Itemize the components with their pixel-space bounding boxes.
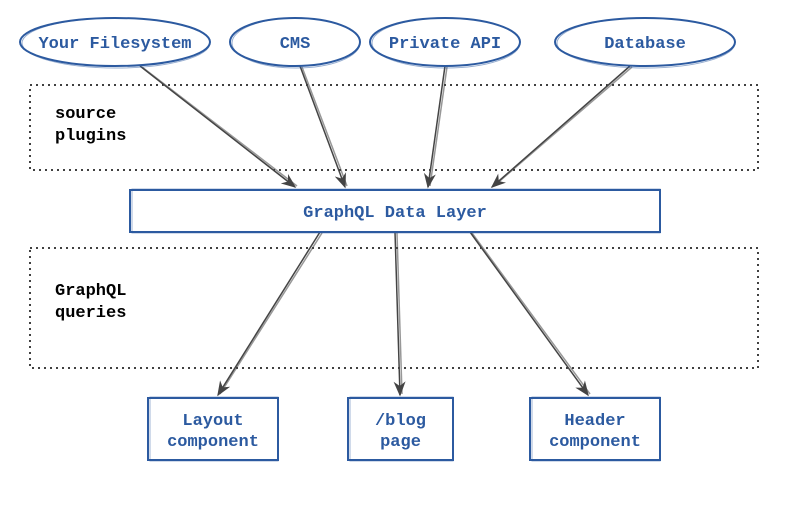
source-plugins-region: source plugins [30, 85, 758, 170]
architecture-diagram: source plugins GraphQL queries Your Filesyst… [0, 0, 786, 505]
source-plugins-label-2: plugins [55, 127, 126, 146]
node-filesystem: Your Filesystem [20, 18, 210, 68]
node-blog-label-2: page [380, 433, 421, 452]
edge-database-data-layer [492, 66, 630, 187]
edge-data-layer-layout [218, 232, 320, 395]
node-filesystem-label: Your Filesystem [38, 35, 191, 54]
node-layout: Layout component [148, 397, 278, 461]
node-blog-label-1: /blog [375, 412, 426, 431]
graphql-queries-label-2: queries [55, 304, 126, 323]
edge-cms-data-layer [300, 66, 345, 187]
source-plugins-label-1: source [55, 105, 116, 124]
node-database: Database [555, 18, 735, 68]
node-layout-label-2: component [167, 433, 259, 452]
graphql-queries-region: GraphQL queries [30, 248, 758, 368]
node-api-label: Private API [389, 35, 501, 54]
edge-data-layer-header [470, 232, 588, 395]
edge-filesystem-data-layer [140, 66, 295, 187]
node-blog: /blog page [348, 397, 453, 461]
node-header: Header component [530, 397, 660, 461]
node-data-layer: GraphQL Data Layer [130, 189, 660, 233]
node-layout-label-1: Layout [182, 412, 243, 431]
node-database-label: Database [604, 35, 686, 54]
graphql-queries-label-1: GraphQL [55, 282, 126, 301]
node-data-layer-label: GraphQL Data Layer [303, 204, 487, 223]
node-header-label-1: Header [564, 412, 625, 431]
node-cms-label: CMS [280, 35, 311, 54]
edge-api-data-layer [428, 66, 445, 187]
node-api: Private API [370, 18, 520, 68]
node-header-label-2: component [549, 433, 641, 452]
node-cms: CMS [230, 18, 360, 68]
